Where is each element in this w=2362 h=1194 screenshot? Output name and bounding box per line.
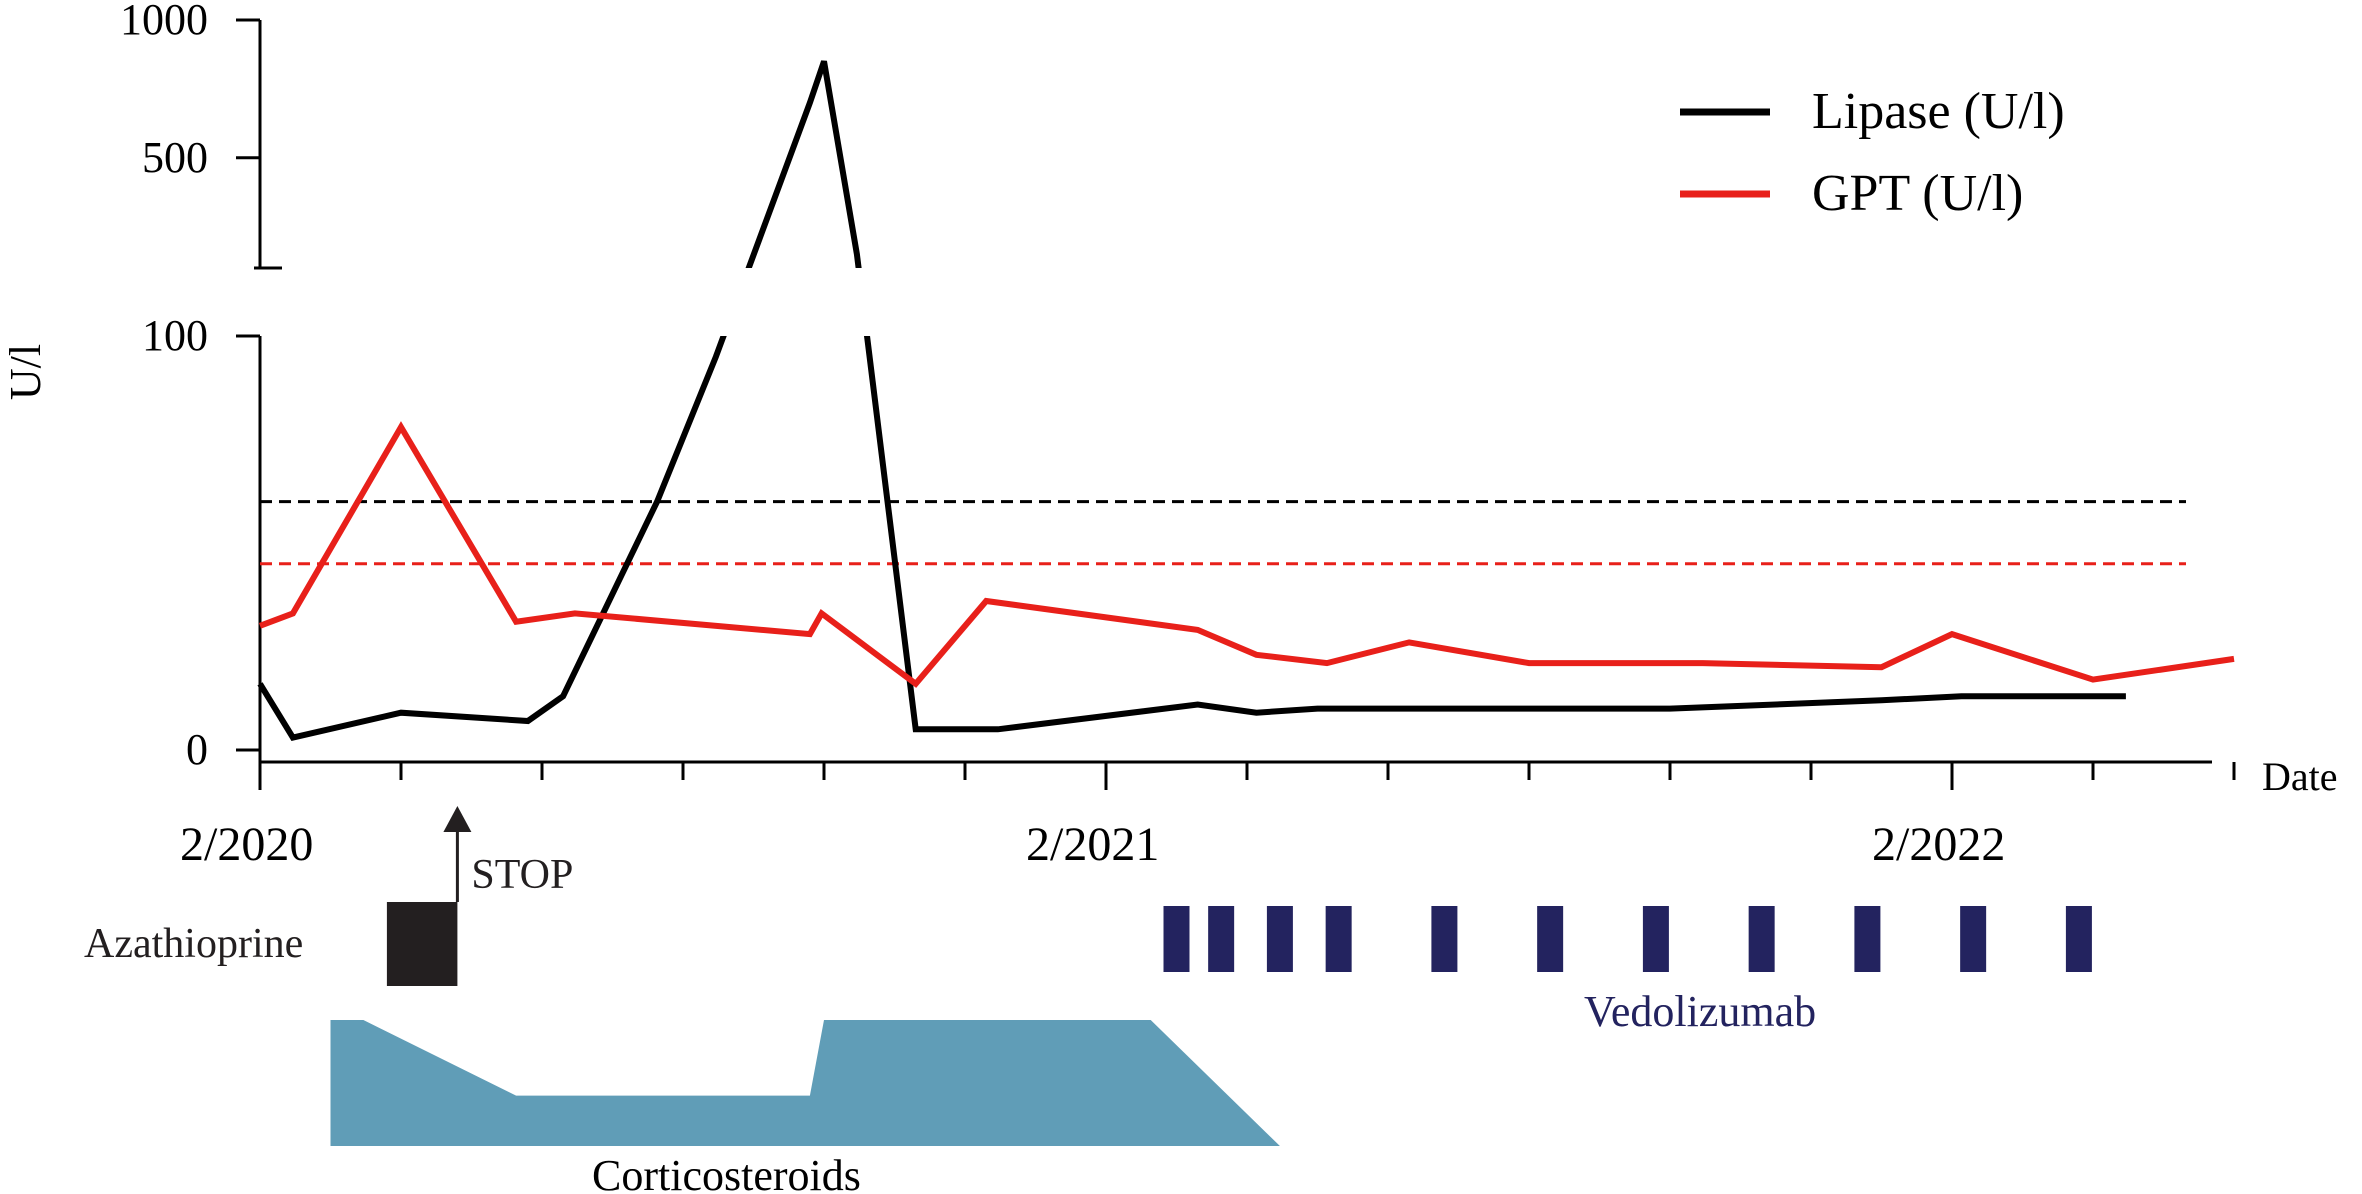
vedolizumab-infusion-mark (1163, 906, 1190, 972)
reference-lines (260, 500, 2186, 566)
stop-label: STOP (471, 852, 573, 898)
y-tick-label: 0 (186, 725, 208, 774)
vedolizumab-infusion-mark (1642, 906, 1669, 972)
vedolizumab-infusion-mark (2065, 906, 2092, 972)
vedolizumab-infusion-mark (1266, 906, 1293, 972)
legend-label-0: Lipase (U/l) (1812, 83, 2065, 140)
treatment-timeline: Azathioprine STOP Vedolizumab Corticosteroi… (84, 806, 2092, 1194)
vedolizumab-infusion-mark (1537, 906, 1564, 972)
series-layer (257, 60, 2235, 742)
y-tick-label: 1000 (120, 0, 208, 44)
vedolizumab-infusion-mark (1960, 906, 1987, 972)
x-tick-label: 2/2020 (180, 818, 313, 871)
corticosteroids-label: Corticosteroids (592, 1151, 861, 1194)
y-tick-label: 100 (142, 311, 208, 360)
x-tick-label: 2/2022 (1872, 818, 2005, 871)
x-axis-label: Date (2262, 754, 2338, 799)
vedolizumab-infusion-mark (1854, 906, 1881, 972)
stop-arrow-head (443, 806, 472, 832)
vedolizumab-label: Vedolizumab (1584, 987, 1816, 1036)
vedolizumab-infusion-mark (1325, 906, 1352, 972)
corticosteroids-area (330, 1020, 1280, 1146)
azathioprine-label: Azathioprine (84, 921, 303, 967)
series-line-1 (258, 421, 2235, 688)
vedolizumab-infusion-mark (1208, 906, 1235, 972)
legend-label-1: GPT (U/l) (1812, 165, 2023, 222)
y-axis-label: U/l (1, 344, 50, 400)
axes: 0 100 500 1000 U/l 2/2020 2/2021 2/2022 Date (1, 0, 2338, 871)
vedolizumab-infusion-mark (1748, 906, 1775, 972)
legend: Lipase (U/l) GPT (U/l) (1680, 83, 2065, 222)
y-tick-label: 500 (142, 133, 208, 182)
series-line-0 (257, 60, 2126, 742)
azathioprine-bar (386, 902, 458, 986)
x-tick-label: 2/2021 (1026, 818, 1159, 871)
vedolizumab-infusion-mark (1431, 906, 1458, 972)
